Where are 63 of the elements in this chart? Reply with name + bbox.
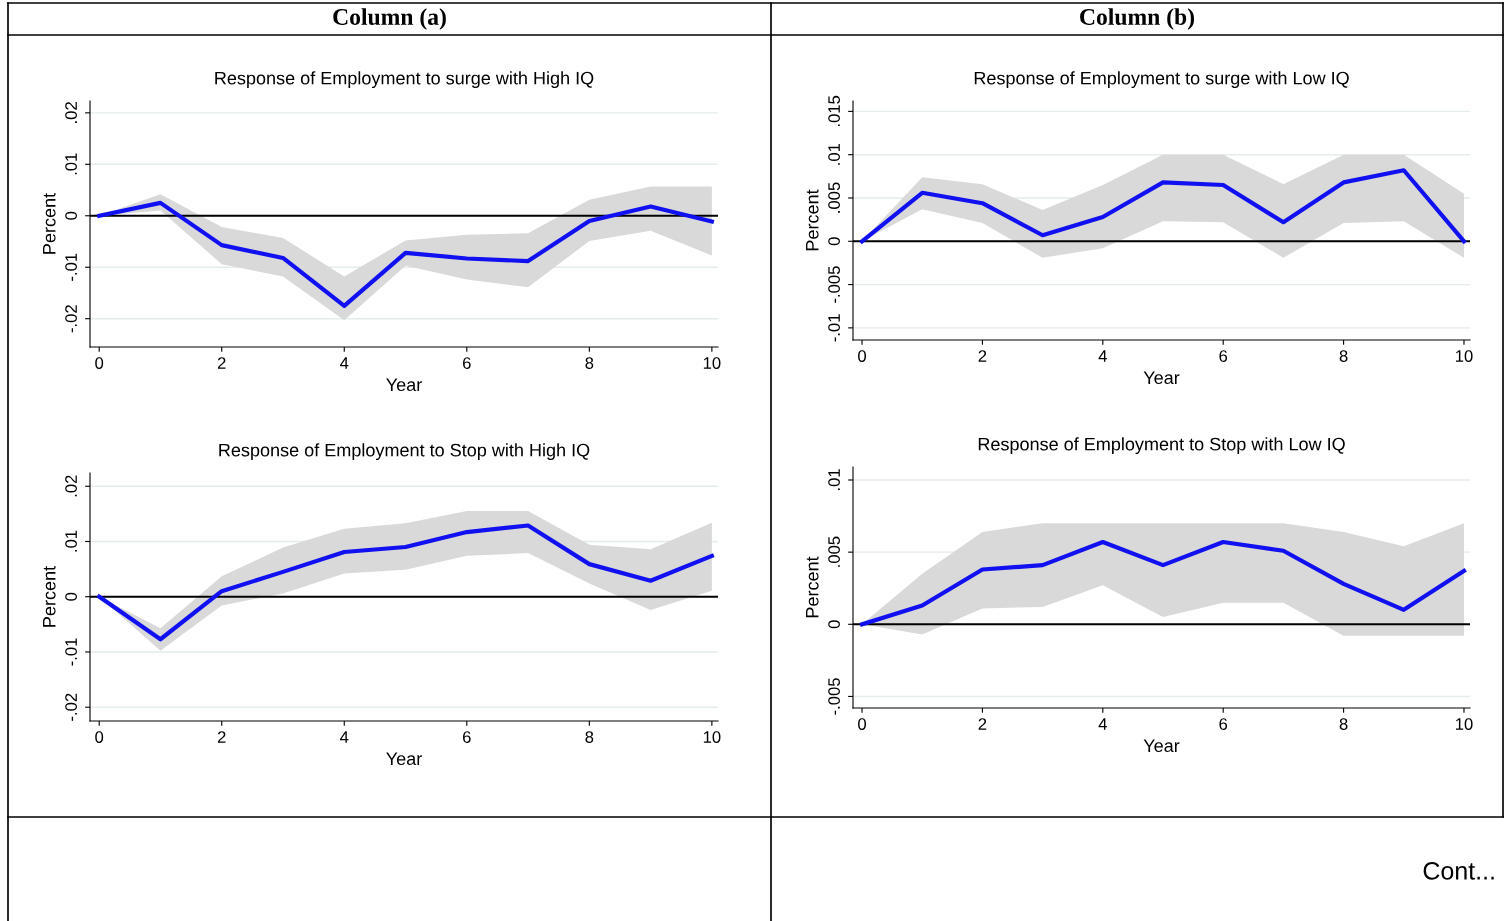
x-tick-label: 4 — [1098, 718, 1107, 730]
line-series — [97, 523, 714, 642]
y-axis-title: Percent — [43, 193, 56, 254]
y-tick-label: -.005 — [828, 678, 840, 715]
text: Column (a) — [333, 8, 446, 30]
y-tick-label: 0 — [65, 211, 77, 220]
x-tick-label: 10 — [703, 357, 721, 369]
y-tick-label: -.02 — [65, 693, 77, 721]
x-tick-label: 6 — [463, 731, 471, 743]
x-tick-label: 4 — [340, 357, 349, 369]
x-tick-label: 8 — [585, 357, 594, 369]
y-tick-label: -.005 — [828, 266, 840, 303]
x-tick-label: 6 — [463, 357, 471, 369]
x-tick-label: 0 — [95, 357, 104, 369]
y-axis-title: Percent — [806, 189, 819, 251]
y-tick-label: .015 — [828, 95, 840, 127]
y-tick-label: .005 — [828, 182, 840, 213]
y-tick-label: .02 — [65, 475, 77, 497]
x-axis-title: Year — [1143, 739, 1180, 753]
y-tick-label: -.01 — [65, 253, 77, 281]
x-tick-label: 10 — [1455, 718, 1473, 730]
text: Column (b) — [1080, 8, 1195, 30]
line-series — [859, 539, 1467, 627]
x-tick-label: 0 — [858, 350, 867, 362]
chart-title: Response of Employment to Stop with High IQ — [219, 443, 590, 461]
chart-title: Response of Employment to Stop with Low IQ — [978, 437, 1345, 455]
x-tick-label: 0 — [95, 731, 104, 743]
x-tick-label: 2 — [978, 350, 987, 362]
chart-title: Response of Employment to surge with High IQ — [215, 71, 594, 89]
y-tick-label: .02 — [65, 102, 77, 123]
x-tick-label: 10 — [1455, 350, 1473, 362]
y-axis-title: Percent — [43, 566, 56, 627]
y-tick-label: 0 — [828, 620, 840, 629]
y-tick-label: .01 — [65, 530, 77, 552]
x-axis-title: Year — [386, 378, 422, 392]
x-tick-label: 8 — [1339, 718, 1348, 730]
x-tick-label: 2 — [217, 731, 226, 743]
x-tick-label: 8 — [1339, 350, 1348, 362]
x-tick-label: 4 — [340, 731, 349, 743]
y-tick-label: .01 — [828, 143, 840, 165]
line-series — [97, 200, 714, 308]
x-tick-label: 6 — [1219, 350, 1228, 362]
x-tick-label: 8 — [585, 731, 594, 743]
x-tick-label: 10 — [703, 731, 721, 743]
text: Cont... — [1423, 862, 1494, 880]
y-tick-label: 0 — [828, 237, 840, 246]
y-tick-label: -.01 — [828, 314, 840, 342]
y-axis-title: Percent — [806, 556, 819, 618]
y-tick-label: .01 — [828, 469, 840, 491]
y-tick-label: 0 — [65, 592, 77, 601]
line-series — [859, 168, 1467, 244]
y-tick-label: .01 — [65, 153, 77, 175]
x-axis-title: Year — [1143, 371, 1180, 385]
x-tick-label: 2 — [217, 357, 226, 369]
x-tick-label: 0 — [858, 718, 867, 730]
x-tick-label: 4 — [1098, 350, 1107, 362]
y-tick-label: .005 — [828, 536, 840, 567]
x-axis-title: Year — [386, 752, 422, 766]
x-tick-label: 2 — [978, 718, 987, 730]
x-tick-label: 6 — [1219, 718, 1228, 730]
chart-title: Response of Employment to surge with Low IQ — [974, 71, 1349, 89]
y-tick-label: -.02 — [65, 305, 77, 333]
y-tick-label: -.01 — [65, 638, 77, 666]
